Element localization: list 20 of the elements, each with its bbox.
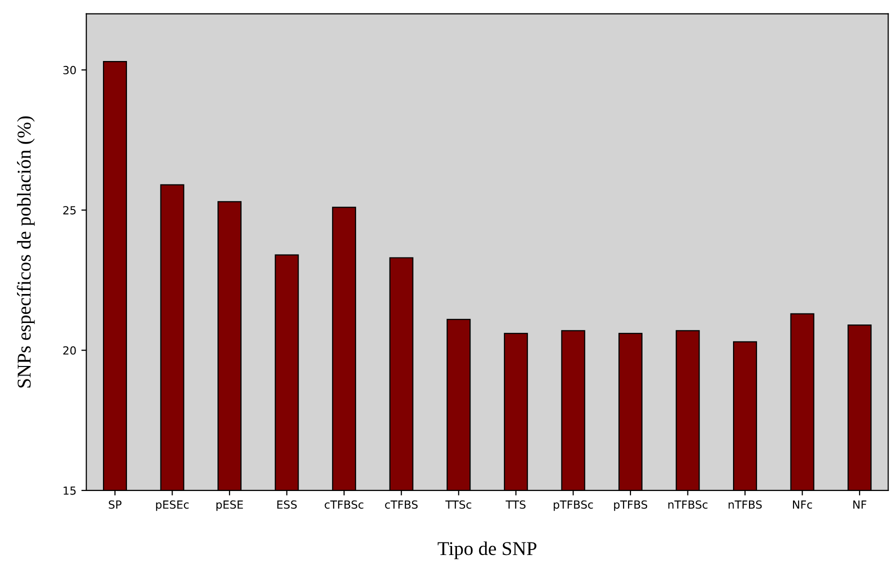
x-tick-label: nTFBS: [728, 500, 762, 509]
x-tick-label: TTSc: [445, 500, 472, 509]
x-tick-label: pTFBSc: [554, 500, 593, 511]
y-tick-label: 15: [64, 486, 76, 495]
x-tick-label: SP: [108, 500, 122, 509]
y-tick-label: 20: [63, 346, 76, 355]
x-axis-title: Tipo de SNP: [438, 541, 536, 560]
y-axis-title: SNPs específicos de población (%): [16, 116, 35, 388]
x-tick-label: ESS: [277, 500, 297, 509]
x-tick-label: pTFBS: [614, 500, 648, 511]
x-tick-label: pESEc: [156, 500, 189, 511]
x-tick-label: NF: [853, 500, 866, 509]
x-tick-label: TTS: [506, 500, 526, 509]
x-tick-label: pESE: [216, 500, 243, 511]
x-tick-label: NFc: [792, 500, 812, 509]
x-tick-label: cTFBSc: [324, 500, 364, 509]
y-tick-label: 30: [63, 66, 76, 74]
y-tick-label: 25: [63, 206, 76, 214]
x-tick-label: cTFBS: [385, 500, 418, 509]
x-tick-label: nTFBSc: [668, 500, 708, 509]
